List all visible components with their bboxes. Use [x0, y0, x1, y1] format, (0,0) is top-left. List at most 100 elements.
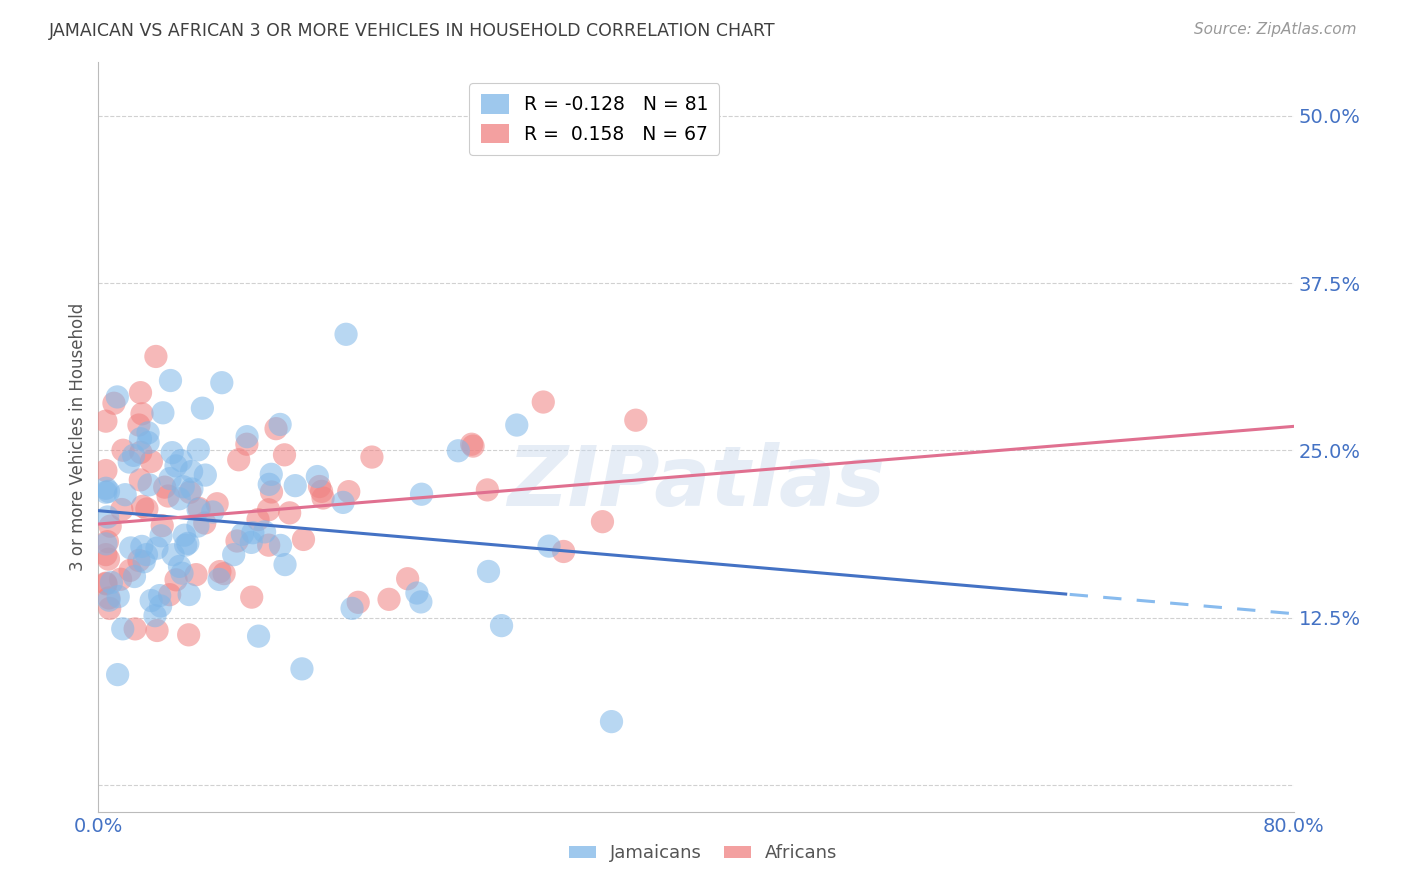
Point — [335, 327, 357, 342]
Point — [406, 586, 429, 600]
Point — [269, 538, 291, 552]
Point — [114, 488, 136, 502]
Point — [201, 505, 224, 519]
Point — [103, 396, 125, 410]
Point — [337, 484, 360, 499]
Point — [264, 422, 287, 436]
Point — [145, 350, 167, 364]
Point — [409, 595, 432, 609]
Point — [159, 374, 181, 388]
Point — [165, 573, 187, 587]
Point — [138, 478, 160, 492]
Y-axis label: 3 or more Vehicles in Household: 3 or more Vehicles in Household — [69, 303, 87, 571]
Point — [378, 592, 401, 607]
Point — [260, 485, 283, 500]
Point — [553, 544, 575, 558]
Point — [111, 502, 134, 516]
Point — [187, 519, 209, 533]
Point — [94, 414, 117, 428]
Point — [208, 573, 231, 587]
Point — [146, 541, 169, 555]
Point — [247, 513, 270, 527]
Point — [194, 516, 217, 530]
Point — [340, 601, 363, 615]
Point — [461, 439, 484, 453]
Point — [97, 484, 120, 499]
Point — [162, 548, 184, 562]
Point — [257, 538, 280, 552]
Point — [226, 534, 249, 549]
Point — [284, 478, 307, 492]
Point — [242, 525, 264, 540]
Point — [347, 595, 370, 609]
Point — [131, 500, 153, 514]
Point — [269, 417, 291, 432]
Point — [174, 538, 197, 552]
Point — [477, 483, 499, 497]
Point — [105, 390, 128, 404]
Point — [94, 576, 117, 591]
Point — [257, 502, 280, 516]
Point — [177, 536, 200, 550]
Point — [184, 567, 207, 582]
Text: Source: ZipAtlas.com: Source: ZipAtlas.com — [1194, 22, 1357, 37]
Point — [624, 413, 647, 427]
Point — [240, 535, 263, 549]
Point — [124, 622, 146, 636]
Point — [236, 430, 259, 444]
Point — [136, 425, 159, 440]
Point — [96, 534, 118, 549]
Point — [477, 565, 499, 579]
Point — [128, 417, 150, 432]
Point — [222, 548, 245, 562]
Point — [97, 591, 120, 605]
Point — [136, 435, 159, 450]
Point — [172, 480, 194, 494]
Point — [141, 593, 163, 607]
Point — [146, 624, 169, 638]
Point — [188, 501, 211, 516]
Point — [211, 376, 233, 390]
Point — [131, 407, 153, 421]
Point — [170, 453, 193, 467]
Point — [160, 445, 183, 459]
Point — [191, 401, 214, 416]
Point — [120, 541, 142, 555]
Point — [274, 558, 297, 572]
Point — [257, 477, 280, 491]
Point — [135, 502, 157, 516]
Point — [94, 481, 117, 495]
Point — [591, 515, 613, 529]
Point — [208, 565, 231, 579]
Point — [129, 385, 152, 400]
Point — [537, 539, 560, 553]
Point — [141, 454, 163, 468]
Point — [129, 445, 152, 459]
Point — [107, 590, 129, 604]
Point — [143, 608, 166, 623]
Point — [129, 473, 152, 487]
Point — [231, 527, 253, 541]
Point — [98, 593, 121, 607]
Point — [411, 487, 433, 501]
Point — [131, 540, 153, 554]
Point — [149, 589, 172, 603]
Point — [506, 418, 529, 433]
Point — [170, 566, 193, 581]
Point — [150, 518, 173, 533]
Point — [122, 448, 145, 462]
Point — [120, 563, 142, 577]
Point — [98, 601, 121, 615]
Point — [240, 590, 263, 604]
Point — [94, 485, 117, 500]
Legend: Jamaicans, Africans: Jamaicans, Africans — [561, 838, 845, 870]
Point — [153, 480, 176, 494]
Point — [308, 479, 330, 493]
Point — [111, 622, 134, 636]
Point — [278, 506, 301, 520]
Point — [491, 618, 513, 632]
Point — [292, 533, 315, 547]
Point — [94, 464, 117, 478]
Point — [531, 395, 554, 409]
Point — [129, 432, 152, 446]
